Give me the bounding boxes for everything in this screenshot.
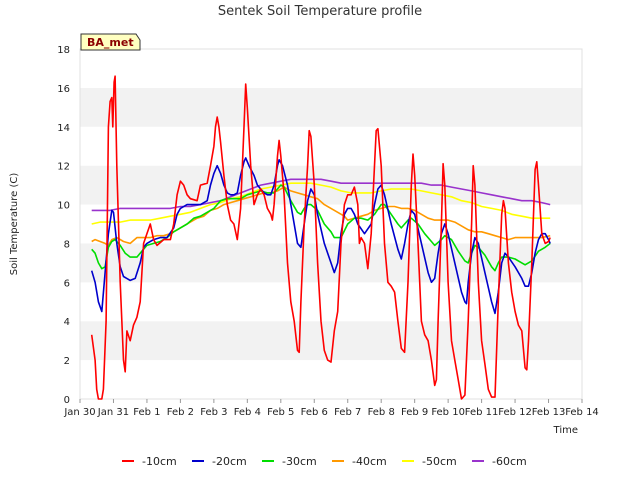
grid-band (80, 87, 582, 127)
grid-band (80, 360, 582, 399)
y-tick-label: 4 (64, 317, 70, 328)
grid-band (80, 282, 582, 322)
legend-label: -60cm (492, 455, 527, 468)
x-axis-title: Time (553, 425, 578, 436)
y-tick-label: 12 (57, 162, 70, 173)
x-tick-label: Feb 4 (234, 407, 261, 418)
series-line-minus-30cm (91, 184, 551, 272)
x-tick-label: Feb 8 (368, 407, 395, 418)
y-tick-label: 6 (64, 278, 70, 289)
x-tick-label: Feb 5 (267, 407, 294, 418)
y-axis-ticks: 0 2 4 6 8 10 12 14 16 18 (57, 45, 70, 406)
y-tick-label: 18 (57, 45, 70, 56)
grid-band (80, 165, 582, 205)
y-tick-label: 14 (57, 123, 70, 134)
x-tick-label: Feb 7 (334, 407, 361, 418)
y-tick-label: 2 (64, 356, 70, 367)
x-tick-label: Feb 10 (431, 407, 465, 418)
legend-label: -10cm (142, 455, 177, 468)
y-axis-title: Soil Temperature (C) (9, 173, 20, 276)
x-tick-label: Jan 31 (97, 407, 129, 418)
x-tick-label: Feb 12 (498, 407, 532, 418)
y-tick-label: 16 (57, 84, 70, 95)
x-tick-label: Feb 9 (401, 407, 428, 418)
series-lines (90, 75, 551, 400)
x-tick-label: Feb 6 (301, 407, 328, 418)
x-tick-label: Feb 11 (465, 407, 499, 418)
y-tick-label: 8 (64, 239, 70, 250)
x-tick-label: Feb 13 (532, 407, 566, 418)
legend: -10cm -20cm -30cm -40cm -50cm -60cm (122, 455, 527, 468)
x-tick-label: Feb 2 (167, 407, 194, 418)
legend-label: -50cm (422, 455, 457, 468)
grid-band (80, 49, 582, 88)
y-tick-label: 10 (57, 201, 70, 212)
legend-label: -20cm (212, 455, 247, 468)
x-tick-label: Feb 1 (133, 407, 160, 418)
series-line-minus-20cm (90, 157, 551, 315)
y-tick-label: 0 (64, 395, 70, 406)
legend-label: -30cm (282, 455, 317, 468)
series-line-minus-10cm (90, 75, 551, 400)
chart-title: Sentek Soil Temperature profile (218, 4, 422, 19)
station-badge-box (80, 33, 141, 51)
grid-band (80, 321, 582, 361)
station-badge-label: BA_met (87, 36, 134, 49)
grid-band (80, 126, 582, 166)
station-badge: BA_met (80, 33, 141, 51)
x-tick-label: Feb 14 (565, 407, 599, 418)
plot-frame (79, 48, 583, 400)
x-axis-ticks: Jan 30 Jan 31 Feb 1 Feb 2 Feb 3 Feb 4 Feb 5 Feb… (63, 399, 599, 418)
legend-label: -40cm (352, 455, 387, 468)
x-tick-label: Feb 3 (200, 407, 227, 418)
x-tick-label: Jan 30 (63, 407, 95, 418)
